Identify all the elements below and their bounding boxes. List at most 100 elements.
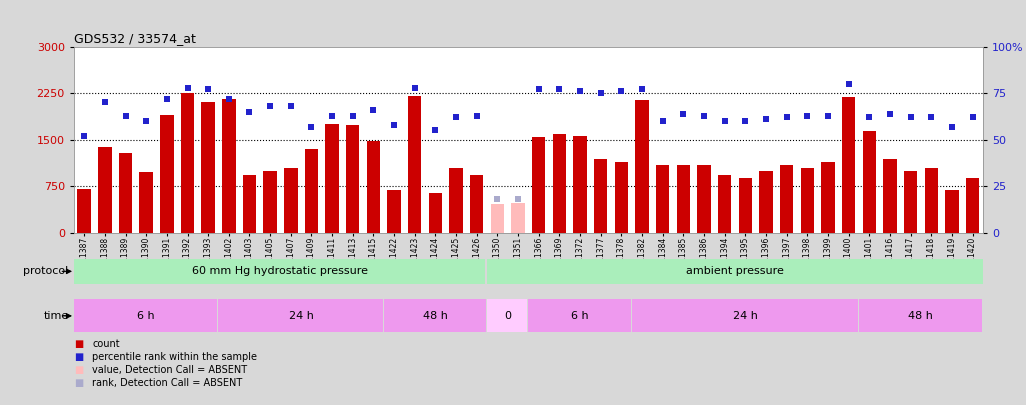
Bar [574, 136, 587, 233]
Point [923, 114, 940, 121]
Text: protocol: protocol [24, 266, 69, 276]
Text: 60 mm Hg hydrostatic pressure: 60 mm Hg hydrostatic pressure [193, 266, 368, 276]
Point [944, 124, 960, 130]
Bar [615, 162, 628, 233]
Point [655, 118, 671, 124]
Bar [74, 300, 218, 332]
Point [427, 127, 443, 134]
Text: ■: ■ [74, 365, 83, 375]
Point [881, 111, 898, 117]
Text: time: time [43, 311, 69, 321]
Bar [656, 165, 669, 233]
Point [282, 103, 299, 109]
Point [241, 109, 258, 115]
Bar [739, 178, 752, 233]
Point [614, 88, 630, 94]
Bar [883, 159, 897, 233]
Point [221, 96, 237, 102]
Point [489, 196, 506, 202]
Point [262, 103, 278, 109]
Point [448, 114, 465, 121]
Point [406, 84, 423, 91]
Bar [759, 171, 773, 233]
Bar [594, 159, 607, 233]
Bar [219, 300, 383, 332]
Point [530, 86, 547, 93]
Bar [201, 102, 214, 233]
Bar [904, 171, 917, 233]
Bar [528, 300, 631, 332]
Bar [676, 165, 690, 233]
Text: 6 h: 6 h [137, 311, 155, 321]
Point [696, 112, 712, 119]
Bar [470, 175, 483, 233]
Point [758, 116, 775, 122]
Point [137, 118, 154, 124]
Point [634, 86, 650, 93]
Text: count: count [92, 339, 120, 349]
Bar [780, 165, 793, 233]
Text: ambient pressure: ambient pressure [686, 266, 784, 276]
Text: 0: 0 [504, 311, 511, 321]
Bar [98, 147, 112, 233]
Point [551, 86, 567, 93]
Bar [74, 259, 485, 284]
Bar [384, 300, 486, 332]
Bar [325, 124, 339, 233]
Bar [264, 171, 277, 233]
Bar [429, 193, 442, 233]
Bar [632, 300, 858, 332]
Point [200, 86, 216, 93]
Bar [859, 300, 982, 332]
Text: ■: ■ [74, 339, 83, 349]
Point [117, 112, 133, 119]
Point [737, 118, 753, 124]
Point [324, 112, 341, 119]
Text: ■: ■ [74, 352, 83, 362]
Bar [346, 125, 359, 233]
Bar [119, 153, 132, 233]
Text: 48 h: 48 h [908, 311, 934, 321]
Point [96, 99, 113, 106]
Bar [532, 137, 546, 233]
Bar [863, 131, 876, 233]
Text: 6 h: 6 h [571, 311, 589, 321]
Point [76, 133, 92, 139]
Bar [718, 175, 732, 233]
Point [510, 196, 526, 202]
Text: GDS532 / 33574_at: GDS532 / 33574_at [74, 32, 196, 45]
Point [180, 84, 196, 91]
Point [840, 81, 857, 87]
Text: 24 h: 24 h [288, 311, 314, 321]
Text: percentile rank within the sample: percentile rank within the sample [92, 352, 258, 362]
Point [861, 114, 877, 121]
Point [345, 112, 361, 119]
Bar [487, 259, 983, 284]
Text: 24 h: 24 h [733, 311, 758, 321]
Bar [635, 100, 648, 233]
Bar [388, 190, 401, 233]
Bar [160, 115, 173, 233]
Bar [449, 168, 463, 233]
Point [779, 114, 795, 121]
Point [159, 96, 175, 102]
Bar [842, 97, 856, 233]
Bar [284, 168, 298, 233]
Bar [924, 168, 938, 233]
Point [964, 114, 981, 121]
Bar [511, 203, 524, 233]
Point [592, 90, 608, 96]
Bar [965, 178, 979, 233]
Text: ■: ■ [74, 378, 83, 388]
Point [799, 112, 816, 119]
Bar [181, 93, 194, 233]
Bar [366, 141, 381, 233]
Point [903, 114, 919, 121]
Point [571, 88, 588, 94]
Bar [800, 168, 814, 233]
Point [386, 122, 402, 128]
Point [304, 124, 320, 130]
Point [716, 118, 733, 124]
Point [820, 112, 836, 119]
Point [469, 112, 485, 119]
